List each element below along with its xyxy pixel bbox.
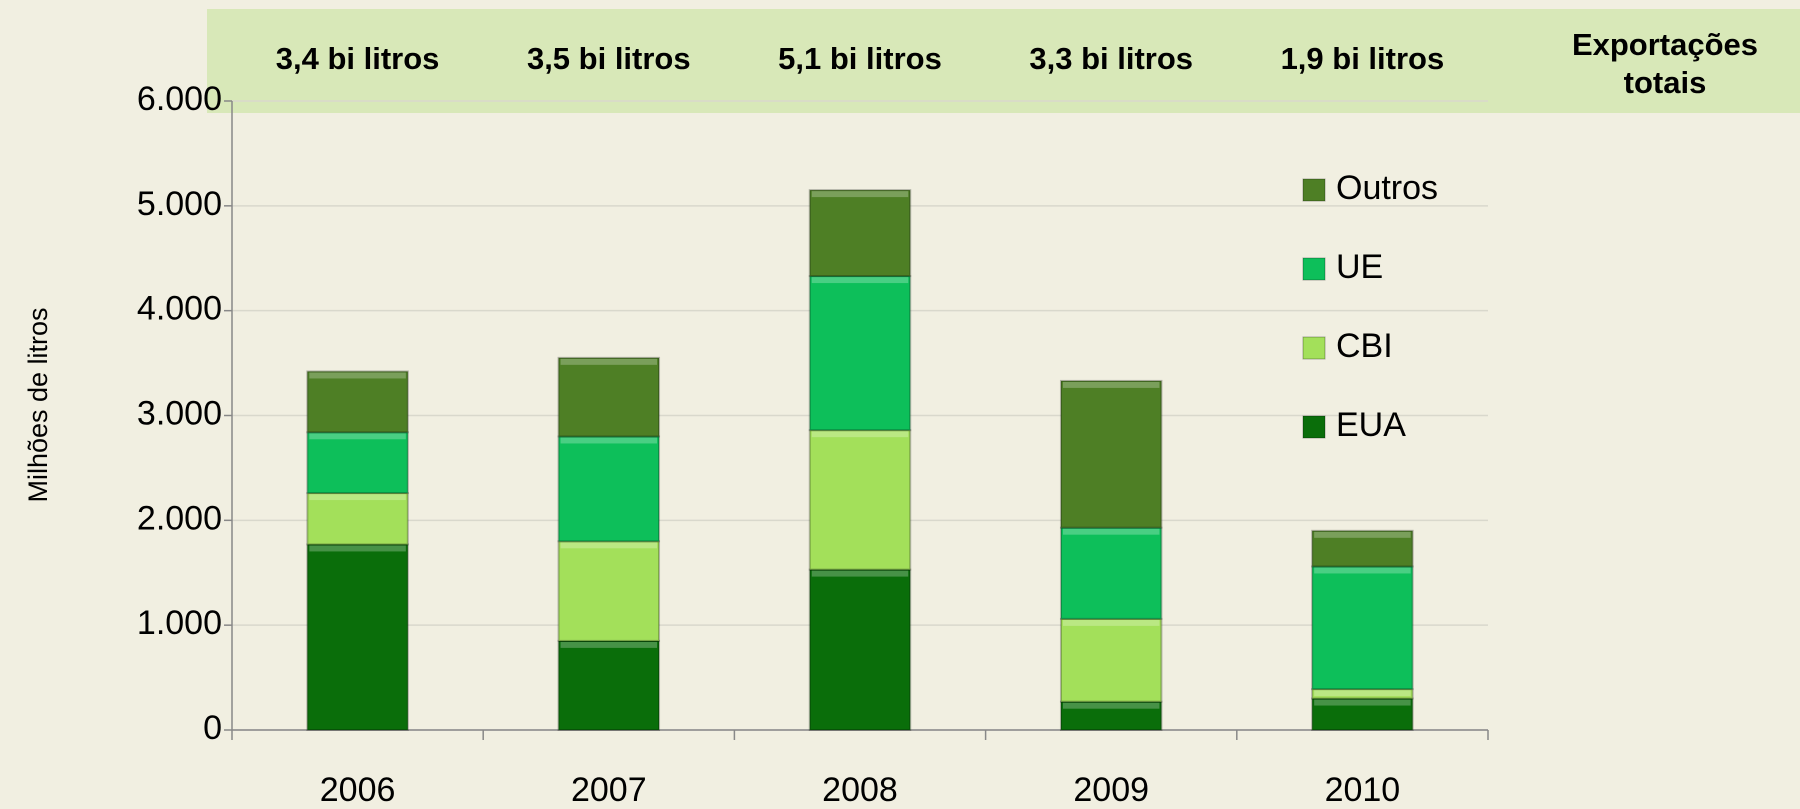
total-label: 3,3 bi litros xyxy=(1029,41,1193,76)
bar-highlight xyxy=(811,570,909,577)
bar-highlight xyxy=(1062,702,1160,709)
legend-label: Outros xyxy=(1336,169,1438,207)
bar-highlight xyxy=(1314,531,1411,538)
y-tick-label: 5.000 xyxy=(137,185,222,223)
y-tick-label: 3.000 xyxy=(137,394,222,432)
bar-highlight xyxy=(811,277,909,284)
x-tick-label: 2009 xyxy=(1073,771,1149,809)
bar-segment xyxy=(1059,617,1163,703)
legend-swatch xyxy=(1302,336,1326,360)
y-tick-label: 6.000 xyxy=(137,80,222,118)
bar-highlight xyxy=(1314,567,1411,574)
bar-highlight xyxy=(1314,699,1411,706)
bar-highlight xyxy=(560,358,658,365)
bar-segment xyxy=(306,370,409,434)
bar-highlight xyxy=(560,641,658,648)
bar-segment xyxy=(808,568,912,731)
y-tick-label: 0 xyxy=(203,709,222,747)
bar-highlight xyxy=(811,431,909,438)
legend-swatch xyxy=(1302,415,1326,439)
legend-swatch xyxy=(1302,257,1326,281)
total-label: 5,1 bi litros xyxy=(778,41,942,76)
bar-highlight xyxy=(1062,619,1160,626)
total-label: 1,9 bi litros xyxy=(1281,41,1445,76)
bar-segment xyxy=(306,431,409,495)
bar-highlight xyxy=(560,542,658,549)
legend-swatch xyxy=(1302,178,1326,202)
bar-highlight xyxy=(309,372,406,379)
bar-segment xyxy=(306,543,409,731)
bar-segment xyxy=(808,275,912,432)
x-tick-label: 2007 xyxy=(571,771,647,809)
legend-label: EUA xyxy=(1336,406,1406,444)
total-label: 3,5 bi litros xyxy=(527,41,691,76)
bar-highlight xyxy=(309,545,406,552)
bar-highlight xyxy=(1062,528,1160,535)
bar-segment xyxy=(557,356,661,438)
y-axis-label: Milhões de litros xyxy=(23,307,53,502)
bar-segment xyxy=(557,435,661,543)
bar-segment xyxy=(1059,379,1163,529)
bar-segment xyxy=(808,189,912,278)
bar-segment xyxy=(1311,565,1414,691)
bar-highlight xyxy=(309,433,406,440)
y-tick-label: 1.000 xyxy=(137,604,222,642)
bar-segment xyxy=(557,639,661,731)
x-tick-label: 2008 xyxy=(822,771,898,809)
legend-label: CBI xyxy=(1336,327,1393,365)
bar-segment xyxy=(1059,700,1163,732)
x-tick-label: 2010 xyxy=(1325,771,1401,809)
y-tick-label: 2.000 xyxy=(137,499,222,537)
x-tick-label: 2006 xyxy=(320,771,396,809)
bar-highlight xyxy=(560,437,658,444)
total-header: Exportações totais xyxy=(1571,27,1759,100)
bar-highlight xyxy=(1062,381,1160,388)
bar-segment xyxy=(557,540,661,642)
legend-label: UE xyxy=(1336,248,1383,286)
bar-segment xyxy=(1311,529,1414,568)
bar-highlight xyxy=(811,191,909,198)
bar-highlight xyxy=(1314,690,1411,697)
bar-highlight xyxy=(309,494,406,501)
total-label: 3,4 bi litros xyxy=(276,41,440,76)
header-band xyxy=(207,9,1800,113)
bar-segment xyxy=(808,429,912,571)
bar-segment xyxy=(306,492,409,546)
y-tick-label: 4.000 xyxy=(137,290,222,328)
bar-segment xyxy=(1059,526,1163,620)
